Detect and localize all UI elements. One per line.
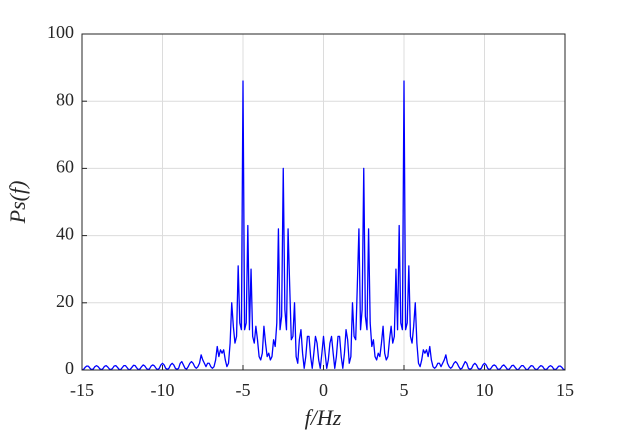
x-tick-label: 10 bbox=[476, 380, 494, 400]
spectrum-line bbox=[81, 80, 566, 371]
y-tick-label: 0 bbox=[65, 358, 74, 378]
y-tick-label: 60 bbox=[56, 157, 74, 177]
y-tick-label: 80 bbox=[56, 89, 74, 109]
x-tick-label: -15 bbox=[70, 380, 94, 400]
y-axis-label: Ps(f) bbox=[5, 181, 30, 225]
x-tick-label: 0 bbox=[319, 380, 328, 400]
y-tick-label: 40 bbox=[56, 224, 74, 244]
plot-frame bbox=[81, 33, 566, 371]
x-tick-label: -5 bbox=[236, 380, 251, 400]
x-tick-label: 15 bbox=[556, 380, 574, 400]
y-tick-label: 100 bbox=[47, 22, 74, 42]
x-axis-label: f/Hz bbox=[305, 405, 342, 430]
x-tick-label: -10 bbox=[151, 380, 175, 400]
x-tick-label: 5 bbox=[400, 380, 409, 400]
y-tick-label: 20 bbox=[56, 291, 74, 311]
